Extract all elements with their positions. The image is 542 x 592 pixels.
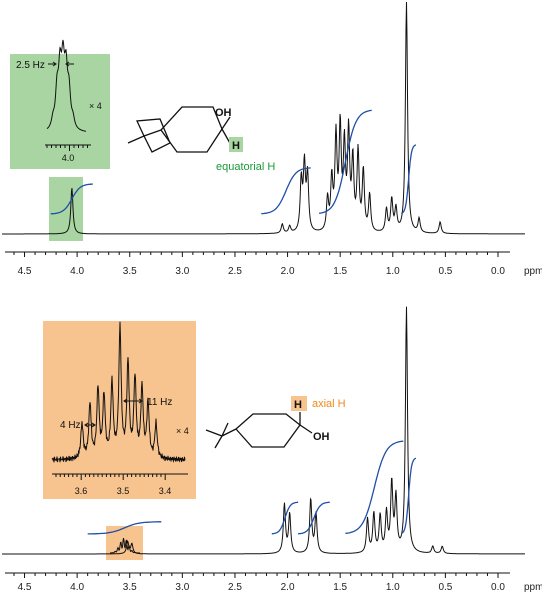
x-tick-label: 0.5 [438,266,452,277]
inset-tick-label: 3.5 [117,486,130,496]
arrow-right-icon [48,61,57,67]
h-atom-label: H [232,140,240,152]
bottom-inset: 11 Hz 4 Hz × 4 3.6 3.5 3.4 [51,321,189,496]
x-tick-label: 4.0 [70,266,84,277]
x-tick-label: 0.0 [491,266,505,277]
x-tick-label: 3.5 [123,582,137,592]
x-tick-label: 4.0 [70,582,84,592]
tert-butyl-bonds [127,118,171,153]
double-arrow-icon [123,398,143,404]
x-tick-label: 2.0 [281,582,295,592]
x-tick-label: 2.5 [228,582,242,592]
inset-coupling-label: 2.5 Hz [16,60,45,71]
x-tick-label: 0.0 [491,582,505,592]
inset-coupling-label-11hz: 11 Hz [147,397,172,408]
cyclohexane-ring [235,413,301,448]
inset-tick-label: 4.0 [62,153,75,163]
integral-curve [400,457,417,535]
double-arrow-icon [84,422,96,428]
h-highlight [291,396,307,411]
x-tick-label: 1.0 [386,266,400,277]
integral-curve [319,109,372,214]
x-tick-label: 3.0 [175,266,189,277]
equatorial-h-label: equatorial H [216,161,275,173]
integral-curve [261,167,311,215]
inset-ticks [46,145,88,151]
cyclohexane-ring [160,106,223,153]
oh-group-label: OH [313,431,330,443]
oh-group-label: OH [215,107,232,119]
inset-scale-label: × 4 [89,101,102,111]
tert-butyl-bonds [205,422,237,449]
x-tick-label: 2.0 [281,266,295,277]
integral-curve [271,501,299,535]
x-tick-label: 2.5 [228,266,242,277]
inset-multiplet-trace [46,39,87,132]
inset-tick-label: 3.4 [159,486,172,496]
top-spectrum: 4.5 4.0 3.5 3.0 2.5 2.0 1.5 1.0 0.5 0.0 ppm [2,1,542,277]
substituent-bonds [299,412,313,434]
x-tick-label: 1.0 [386,582,400,592]
integral-curve [345,440,404,535]
x-tick-label: 0.5 [438,582,452,592]
integral-curve [401,144,417,215]
carbinol-multiplet [110,537,140,554]
integral-curve [298,501,330,535]
inset-tick-label: 3.6 [75,486,88,496]
bottom-spectrum: 4.5 4.0 3.5 3.0 2.5 2.0 1.5 1.0 0.5 0.0 ppm [2,306,542,592]
x-tick-label: 1.5 [333,582,347,592]
integral-curve [87,521,162,535]
axial-molecule: H OH axial H [205,396,346,449]
inset-coupling-label-4hz: 4 Hz [60,420,81,431]
axial-h-label: axial H [312,398,346,410]
inset-scale-label: × 4 [176,426,189,436]
h-highlight [229,137,243,152]
integral-curve [50,183,93,215]
inset-ticks [55,474,166,480]
x-tick-label: 3.5 [123,266,137,277]
x-tick-label: 4.5 [18,266,32,277]
spectrum-trace [2,1,525,235]
x-tick-label: 4.5 [18,582,32,592]
x-axis-unit-label: ppm [524,582,542,592]
green-inset-panel [10,54,110,169]
spectrum-trace [2,306,525,555]
x-axis-unit-label: ppm [524,266,542,277]
inset-multiplet-trace [51,321,186,463]
equatorial-molecule: OH H equatorial H [127,106,275,173]
x-tick-label: 3.0 [175,582,189,592]
top-inset: 2.5 Hz × 4 4.0 [16,39,102,163]
x-tick-label: 1.5 [333,266,347,277]
h-atom-label: H [294,399,302,411]
